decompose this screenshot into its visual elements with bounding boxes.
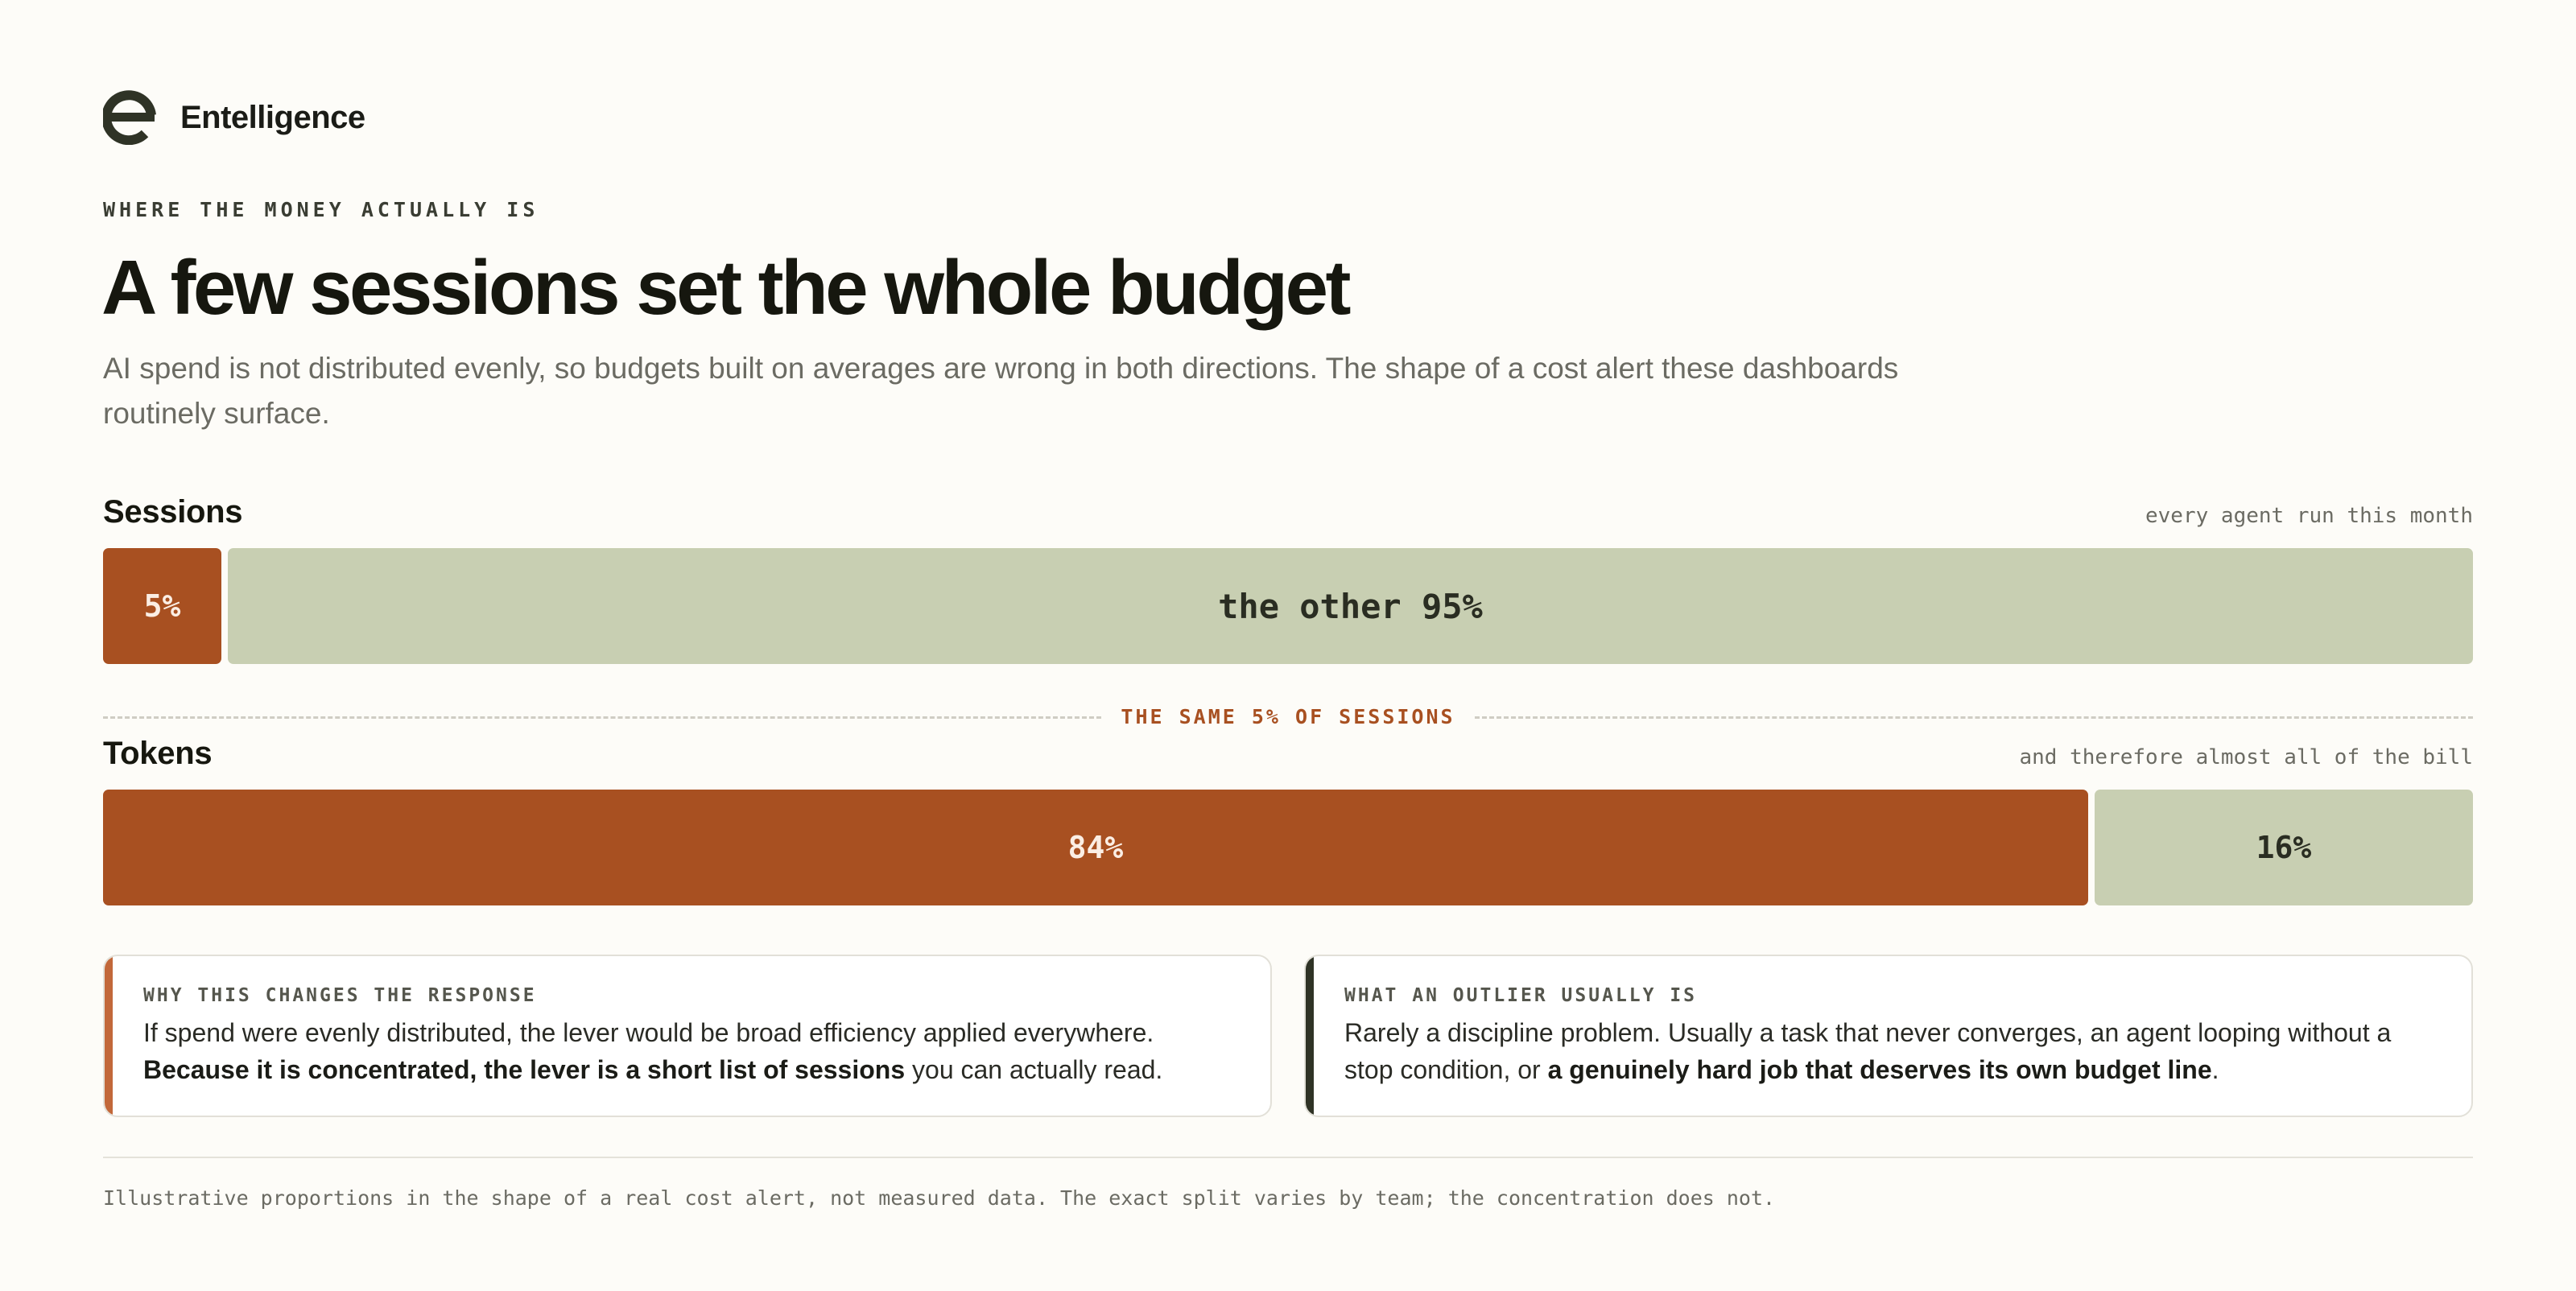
- card-kicker: WHY THIS CHANGES THE RESPONSE: [143, 985, 537, 1006]
- card-text: Rarely a discipline problem. Usually a t…: [1344, 1018, 2392, 1084]
- card-what-an-outlier-is: WHAT AN OUTLIER USUALLY IS Rarely a disc…: [1304, 955, 2473, 1117]
- bar-segment-label: 5%: [143, 588, 181, 624]
- brand-name: Entelligence: [180, 99, 365, 135]
- card-body: If spend were evenly distributed, the le…: [143, 1014, 1241, 1088]
- card-accent: [105, 956, 113, 1116]
- tokens-bar-segment-outliers: 84%: [103, 790, 2088, 905]
- tokens-bar: 84% 16%: [103, 790, 2473, 905]
- card-accent: [1306, 956, 1314, 1116]
- bar-segment-label: the other 95%: [1218, 586, 1483, 626]
- tokens-bar-segment-rest: 16%: [2095, 790, 2473, 905]
- bar-segment-label: 84%: [1067, 830, 1124, 865]
- card-bold-text: a genuinely hard job that deserves its o…: [1547, 1055, 2212, 1084]
- card-kicker: WHAT AN OUTLIER USUALLY IS: [1344, 985, 1698, 1006]
- divider-line-left: [103, 716, 1101, 719]
- card-text: If spend were evenly distributed, the le…: [143, 1018, 1154, 1047]
- brand[interactable]: Entelligence: [103, 90, 365, 145]
- page-subtitle: AI spend is not distributed evenly, so b…: [103, 352, 1899, 430]
- card-why-this-changes: WHY THIS CHANGES THE RESPONSE If spend w…: [103, 955, 1272, 1117]
- card-body: Rarely a discipline problem. Usually a t…: [1344, 1014, 2442, 1088]
- page-title: A few sessions set the whole budget: [101, 245, 1351, 331]
- tokens-row-note: and therefore almost all of the bill: [2019, 745, 2473, 769]
- card-text-end: you can actually read.: [905, 1055, 1163, 1084]
- sessions-bar-segment-outliers: 5%: [103, 548, 221, 664]
- entelligence-logo-icon: [103, 90, 156, 145]
- eyebrow: WHERE THE MONEY ACTUALLY IS: [103, 198, 539, 221]
- tokens-row-label: Tokens: [103, 736, 213, 771]
- sessions-row-label: Sessions: [103, 494, 243, 530]
- card-text-end: .: [2211, 1055, 2219, 1084]
- sessions-bar-segment-rest: the other 95%: [228, 548, 2473, 664]
- sessions-bar: 5% the other 95%: [103, 548, 2473, 664]
- card-bold-text: Because it is concentrated, the lever is…: [143, 1055, 906, 1084]
- divider-line-right: [1475, 716, 2473, 719]
- bar-segment-label: 16%: [2256, 830, 2312, 865]
- footer-rule: [103, 1157, 2473, 1158]
- footnote: Illustrative proportions in the shape of…: [103, 1186, 1776, 1210]
- sessions-row-note: every agent run this month: [2145, 504, 2473, 528]
- divider-label: THE SAME 5% OF SESSIONS: [1121, 705, 1455, 728]
- divider: THE SAME 5% OF SESSIONS: [103, 705, 2473, 729]
